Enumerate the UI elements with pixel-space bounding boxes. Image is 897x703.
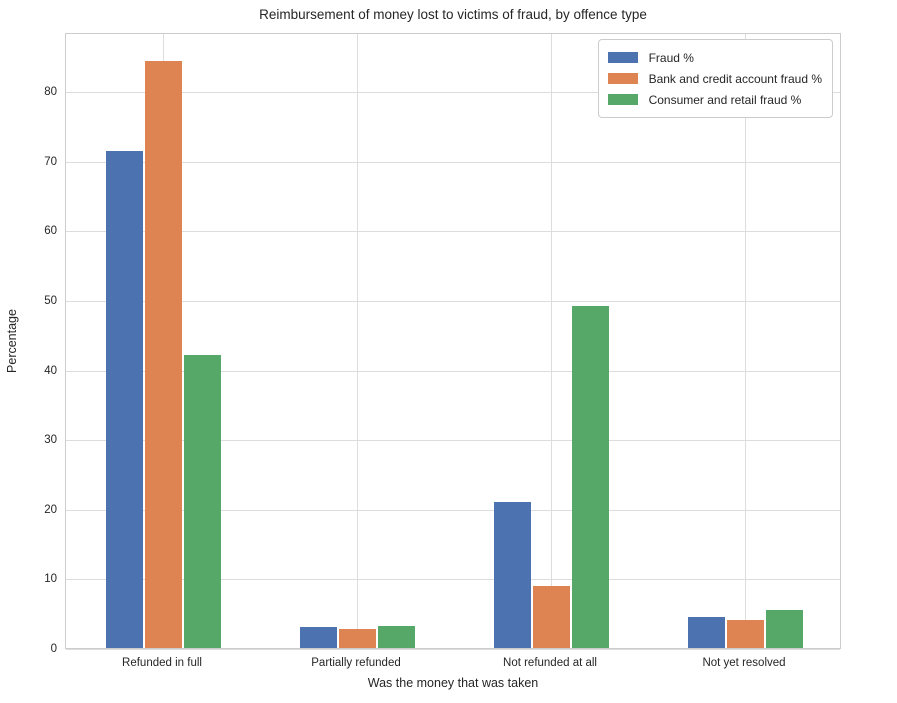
y-tick-label: 10 bbox=[44, 573, 57, 586]
legend-item: Fraud % bbox=[607, 47, 822, 68]
y-gridline bbox=[66, 649, 840, 650]
y-gridline bbox=[66, 300, 840, 302]
x-tick-label: Not yet resolved bbox=[702, 657, 786, 669]
bar bbox=[765, 609, 803, 648]
y-gridline bbox=[66, 161, 840, 163]
legend: Fraud % Bank and credit account fraud % Co… bbox=[597, 39, 833, 118]
bar bbox=[493, 501, 531, 648]
y-gridline bbox=[66, 440, 840, 442]
bar bbox=[571, 305, 609, 648]
x-gridline bbox=[550, 34, 552, 648]
legend-item: Bank and credit account fraud % bbox=[607, 68, 822, 89]
bar bbox=[338, 629, 376, 648]
legend-color-swatch bbox=[607, 52, 638, 63]
y-tick-label: 40 bbox=[44, 364, 57, 377]
y-gridline bbox=[66, 509, 840, 511]
bar bbox=[105, 151, 143, 648]
y-tick-label: 0 bbox=[50, 643, 57, 655]
x-axis-label: Was the money that was taken bbox=[367, 676, 539, 690]
x-gridline bbox=[356, 34, 358, 648]
legend-color-swatch bbox=[607, 73, 638, 84]
bar bbox=[144, 61, 182, 648]
bar bbox=[183, 354, 221, 648]
legend-label: Consumer and retail fraud % bbox=[648, 92, 802, 107]
legend-label: Fraud % bbox=[648, 50, 694, 65]
y-gridline bbox=[66, 231, 840, 233]
x-tick-label: Not refunded at all bbox=[503, 657, 597, 669]
bar bbox=[299, 627, 337, 648]
y-gridline bbox=[66, 370, 840, 372]
y-tick-label: 80 bbox=[44, 86, 57, 99]
bar bbox=[726, 620, 764, 648]
bar bbox=[687, 617, 725, 648]
legend-item: Consumer and retail fraud % bbox=[607, 89, 822, 110]
y-tick-label: 30 bbox=[44, 434, 57, 447]
x-tick-label: Partially refunded bbox=[311, 657, 401, 669]
y-gridline bbox=[66, 92, 840, 94]
y-axis-label: Percentage bbox=[5, 309, 19, 373]
y-gridline bbox=[66, 579, 840, 581]
bar bbox=[532, 586, 570, 648]
x-gridline bbox=[744, 34, 746, 648]
legend-color-swatch bbox=[607, 94, 638, 105]
bar bbox=[377, 626, 415, 648]
legend-label: Bank and credit account fraud % bbox=[648, 71, 822, 86]
y-tick-label: 70 bbox=[44, 155, 57, 168]
x-tick-label: Refunded in full bbox=[122, 657, 202, 669]
chart-title: Reimbursement of money lost to victims o… bbox=[259, 7, 647, 22]
plot-area: Fraud % Bank and credit account fraud % Co… bbox=[65, 33, 841, 650]
y-tick-label: 20 bbox=[44, 503, 57, 516]
y-tick-label: 60 bbox=[44, 225, 57, 238]
y-tick-label: 50 bbox=[44, 294, 57, 307]
